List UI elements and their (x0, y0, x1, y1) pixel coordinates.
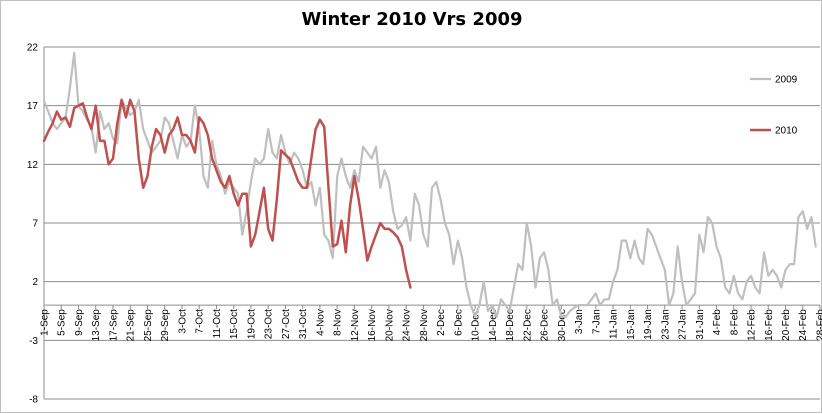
y-tick-label: 22 (27, 43, 39, 54)
x-tick-label: 7-Oct (195, 309, 206, 334)
x-tick-label: 15-Oct (229, 309, 240, 339)
x-tick-label: 4-Feb (712, 309, 723, 336)
x-tick-label: 28-Feb (816, 309, 822, 341)
x-tick-label: 6-Dec (453, 309, 464, 336)
x-tick-label: 31-Jan (695, 309, 706, 340)
x-tick-label: 4-Nov (315, 309, 326, 336)
x-tick-label: 22-Dec (522, 309, 533, 341)
y-tick-label: 12 (27, 160, 39, 171)
x-tick-label: 24-Nov (402, 309, 413, 341)
x-tick-label: 12-Feb (747, 309, 758, 341)
x-tick-label: 28-Nov (419, 309, 430, 341)
x-tick-label: 27-Jan (678, 309, 689, 340)
series-line-2010 (44, 100, 410, 288)
x-tick-label: 30-Dec (557, 309, 568, 341)
legend-label-2010: 2010 (775, 126, 798, 137)
x-tick-label: 8-Feb (729, 309, 740, 336)
x-tick-label: 13-Sep (91, 309, 102, 342)
x-tick-label: 23-Oct (264, 309, 275, 339)
x-tick-label: 15-Jan (626, 309, 637, 340)
x-tick-label: 19-Jan (643, 309, 654, 340)
y-tick-label: 2 (32, 277, 38, 288)
series-line-2009 (44, 53, 816, 317)
x-tick-label: 3-Jan (574, 309, 585, 334)
x-tick-label: 31-Oct (298, 309, 309, 339)
x-tick-label: 11-Jan (609, 309, 620, 339)
x-tick-label: 23-Jan (660, 309, 671, 340)
x-tick-label: 1-Sep (40, 309, 51, 336)
x-tick-label: 16-Nov (367, 309, 378, 341)
y-tick-label: 7 (32, 219, 38, 230)
x-tick-label: 27-Oct (281, 309, 292, 339)
x-tick-label: 12-Nov (350, 309, 361, 341)
x-tick-label: 16-Feb (764, 309, 775, 341)
y-tick-label: -3 (29, 336, 38, 347)
y-tick-label: -8 (29, 395, 38, 406)
x-tick-label: 18-Dec (505, 309, 516, 341)
x-tick-label: 2-Dec (436, 309, 447, 336)
x-tick-label: 24-Feb (798, 309, 809, 341)
legend-label-2009: 2009 (775, 75, 798, 86)
x-tick-label: 21-Sep (126, 309, 137, 342)
x-tick-label: 20-Nov (384, 309, 395, 341)
x-tick-label: 19-Oct (246, 309, 257, 339)
x-tick-label: 8-Nov (333, 309, 344, 336)
x-tick-label: 25-Sep (143, 309, 154, 342)
x-tick-label: 20-Feb (781, 309, 792, 341)
x-tick-label: 3-Oct (177, 309, 188, 334)
x-tick-label: 26-Dec (540, 309, 551, 341)
x-tick-label: 17-Sep (108, 309, 119, 342)
x-tick-label: 5-Sep (57, 309, 68, 336)
x-tick-label: 29-Sep (160, 309, 171, 342)
y-tick-label: 17 (27, 101, 39, 112)
x-tick-label: 7-Jan (591, 309, 602, 334)
x-tick-label: 11-Oct (212, 309, 223, 338)
x-tick-label: 9-Sep (74, 309, 85, 336)
